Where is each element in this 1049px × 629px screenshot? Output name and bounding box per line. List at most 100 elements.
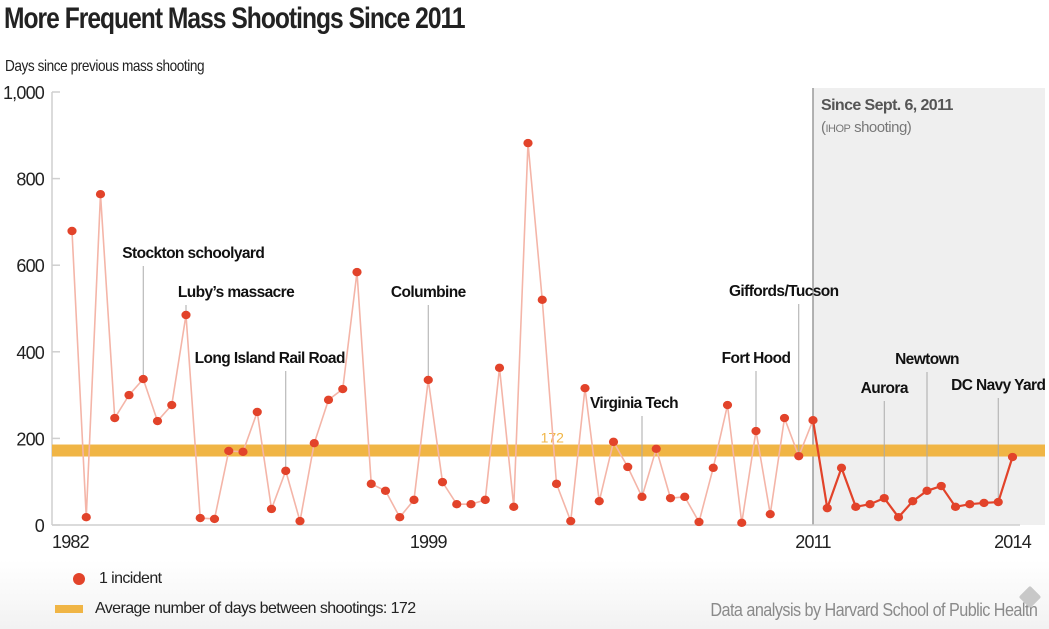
incident-point[interactable] xyxy=(209,514,220,524)
incident-point[interactable] xyxy=(238,447,248,457)
incident-point[interactable] xyxy=(523,138,533,148)
incident-point[interactable] xyxy=(181,310,191,320)
incident-point[interactable] xyxy=(580,383,590,393)
chart-plot: Since Sept. 6, 2011 (IHOP shooting) 0 200 4… xyxy=(3,83,1046,552)
y-axis-label: Days since previous mass shooting xyxy=(5,58,205,75)
incident-point[interactable] xyxy=(936,481,946,491)
incident-point[interactable] xyxy=(808,416,818,425)
incident-point[interactable] xyxy=(352,267,362,277)
incident-point[interactable] xyxy=(309,438,319,448)
incident-point[interactable] xyxy=(637,492,647,502)
incident-point[interactable] xyxy=(566,516,576,526)
y-tick-label: 400 xyxy=(16,343,44,363)
incident-point[interactable] xyxy=(765,509,775,519)
incident-point[interactable] xyxy=(95,189,106,199)
series-line-pre-2011 xyxy=(71,143,814,525)
incident-point[interactable] xyxy=(979,498,989,508)
incident-point[interactable] xyxy=(893,513,904,522)
average-bar-icon xyxy=(55,605,83,613)
incident-point[interactable] xyxy=(551,479,562,489)
incident-point[interactable] xyxy=(124,390,134,400)
incident-point[interactable] xyxy=(965,500,975,509)
incident-point[interactable] xyxy=(494,363,505,373)
annotation-label: Stockton schoolyard xyxy=(122,245,264,262)
incident-point[interactable] xyxy=(779,413,790,423)
incident-point[interactable] xyxy=(722,400,733,410)
incident-point[interactable] xyxy=(794,451,804,461)
incident-point[interactable] xyxy=(594,496,604,506)
highlight-region-title: Since Sept. 6, 2011 xyxy=(821,97,953,114)
highlight-region-subtitle: (IHOP shooting) xyxy=(821,119,912,136)
incident-point[interactable] xyxy=(908,496,918,506)
annotation-label: Newtown xyxy=(895,351,959,368)
annotation-label: Columbine xyxy=(391,284,467,301)
incident-point[interactable] xyxy=(466,500,476,509)
y-tick-label: 800 xyxy=(16,170,44,190)
x-tick-label: 1999 xyxy=(410,532,448,552)
annotation-label: DC Navy Yard xyxy=(951,377,1045,394)
incident-point[interactable] xyxy=(608,437,619,447)
incident-point[interactable] xyxy=(366,479,376,489)
incident-point[interactable] xyxy=(480,495,490,505)
incident-point[interactable] xyxy=(623,462,633,472)
chart-title: More Frequent Mass Shootings Since 2011 xyxy=(4,2,466,35)
source-credit: Data analysis by Harvard School of Publi… xyxy=(709,600,1038,620)
x-tick-label: 1982 xyxy=(52,532,90,552)
incident-point[interactable] xyxy=(537,295,547,305)
y-tick-label: 200 xyxy=(16,429,44,449)
annotation-label: Long Island Rail Road xyxy=(195,350,345,367)
incident-point[interactable] xyxy=(81,513,91,522)
average-line xyxy=(52,444,1045,457)
annotation-label: Virginia Tech xyxy=(590,395,678,412)
annotation-label: Giffords/Tucson xyxy=(729,283,839,300)
incident-point[interactable] xyxy=(836,463,847,473)
incident-point[interactable] xyxy=(708,463,718,473)
incident-point[interactable] xyxy=(694,517,704,527)
incident-point[interactable] xyxy=(751,426,761,436)
y-tick-label: 600 xyxy=(16,256,44,276)
incident-point[interactable] xyxy=(338,384,348,394)
incident-point[interactable] xyxy=(865,500,875,509)
incident-point[interactable] xyxy=(922,486,932,495)
x-tick-label: 2014 xyxy=(994,532,1032,552)
incident-point[interactable] xyxy=(950,502,961,512)
incident-point[interactable] xyxy=(879,493,889,503)
legend-label-average: Average number of days between shootings… xyxy=(95,600,416,617)
incident-point[interactable] xyxy=(993,497,1003,507)
legend-item-average: Average number of days between shootings… xyxy=(55,600,416,618)
incident-point[interactable] xyxy=(409,495,419,505)
incident-point[interactable] xyxy=(295,516,305,526)
incident-point[interactable] xyxy=(680,492,690,502)
incident-point[interactable] xyxy=(67,226,77,236)
incident-point[interactable] xyxy=(380,486,391,495)
incident-point[interactable] xyxy=(110,413,120,423)
incident-point[interactable] xyxy=(323,395,334,405)
incident-point[interactable] xyxy=(224,446,234,456)
incident-point[interactable] xyxy=(851,502,861,512)
incident-point[interactable] xyxy=(195,513,205,523)
incident-point[interactable] xyxy=(395,513,405,522)
incident-point[interactable] xyxy=(266,504,277,514)
incident-point[interactable] xyxy=(452,500,462,509)
annotation-label: Luby’s massacre xyxy=(178,284,295,301)
y-tick-label: 0 xyxy=(35,516,45,536)
incident-point[interactable] xyxy=(737,518,747,528)
annotation-label: Fort Hood xyxy=(722,350,791,367)
incident-point[interactable] xyxy=(665,493,676,503)
incident-point[interactable] xyxy=(152,416,163,426)
incident-point[interactable] xyxy=(281,466,291,476)
incident-point[interactable] xyxy=(437,477,448,487)
y-tick-label: 1,000 xyxy=(3,83,45,103)
incident-point[interactable] xyxy=(138,374,148,384)
legend: 1 incident Average number of days betwee… xyxy=(0,560,1049,629)
incident-point[interactable] xyxy=(167,400,177,410)
incident-point[interactable] xyxy=(1007,452,1018,462)
annotation-label: Aurora xyxy=(861,380,909,397)
incident-point[interactable] xyxy=(822,503,832,513)
legend-label-incident: 1 incident xyxy=(99,570,162,587)
x-tick-label: 2011 xyxy=(795,532,831,552)
incident-point[interactable] xyxy=(651,444,661,453)
incident-point[interactable] xyxy=(509,502,519,512)
incident-point[interactable] xyxy=(252,407,262,417)
incident-point[interactable] xyxy=(423,375,433,385)
